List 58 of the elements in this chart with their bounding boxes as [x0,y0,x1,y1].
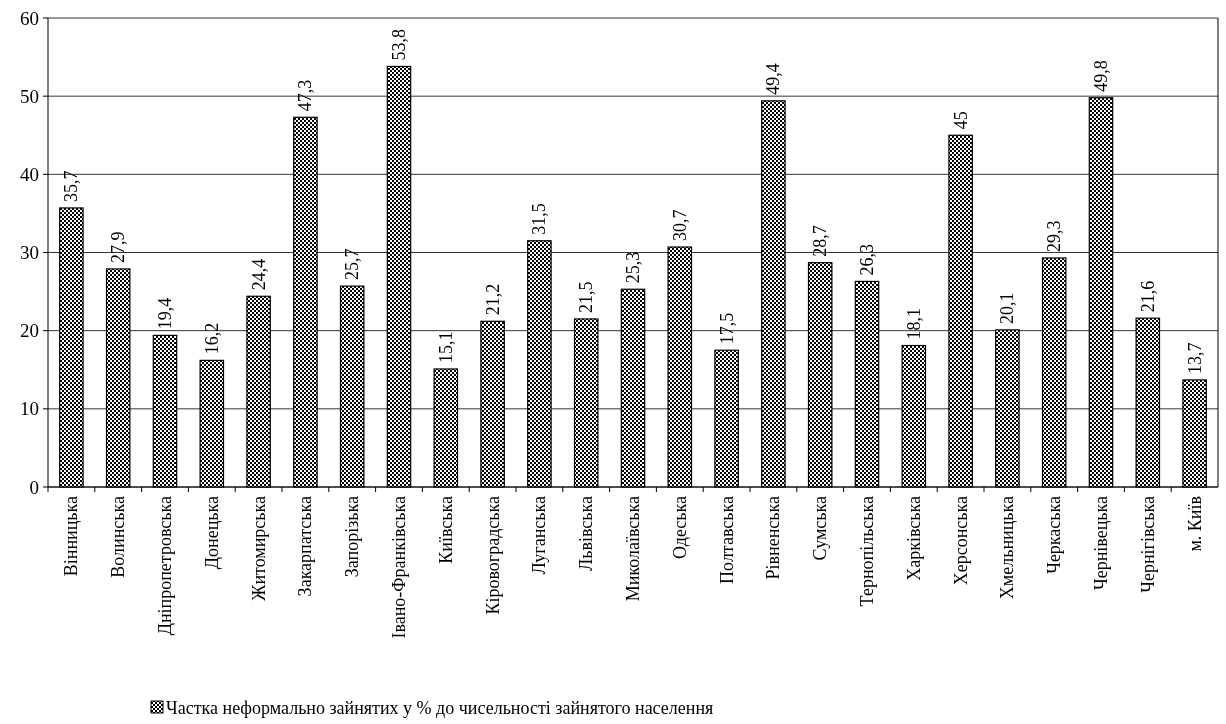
x-tick-label: Дніпропетровська [155,496,175,636]
data-label: 20,1 [997,292,1018,324]
y-tick-label: 40 [20,163,39,185]
x-tick-label: Полтавська [716,495,737,584]
x-tick-label: Луганська [529,496,550,575]
x-tick-label: Запорізька [342,495,363,578]
data-label: 49,8 [1091,60,1111,92]
x-tick-label: Чернігівська [1137,496,1158,593]
y-tick-label: 20 [20,320,39,342]
data-label: 17,5 [716,312,737,345]
data-label: 25,7 [342,248,363,281]
data-label: 47,3 [295,79,316,112]
data-label: 31,5 [529,203,550,235]
y-tick-label: 10 [20,398,39,420]
data-label: 21,2 [482,283,503,316]
x-tick-label: Тернопільська [857,495,877,607]
x-tick-label: Миколаївська [623,496,643,602]
x-tick-label: Харківська [903,496,924,581]
data-label: 45 [950,111,971,130]
x-tick-label: Одеська [669,496,690,560]
data-label: 24,4 [248,258,269,291]
data-label: 26,3 [857,243,877,276]
y-tick-label: 50 [20,85,39,107]
y-tick-label: 30 [20,242,39,264]
data-label: 27,9 [108,231,129,263]
data-label: 49,4 [763,63,784,95]
x-tick-label: Закарпатська [295,495,316,597]
data-label: 30,7 [669,209,690,242]
data-label: 21,6 [1137,280,1158,313]
y-tick-label: 60 [20,7,39,29]
x-tick-label: Волинська [108,496,129,578]
x-tick-label: Чернівецька [1091,496,1111,591]
data-label: 16,2 [201,322,222,355]
data-label: 53,8 [389,28,409,61]
x-tick-label: Донецька [201,496,222,570]
x-tick-label: Хмельницька [997,495,1018,600]
data-label: 19,4 [155,297,175,330]
legend-label: Частка неформально зайнятих у % до чисельності зайнятого населення [166,698,714,719]
data-label: 29,3 [1044,220,1065,252]
data-label: 35,7 [61,170,82,202]
y-tick-label: 0 [29,476,39,498]
data-label: 21,5 [576,281,597,313]
x-tick-label: Херсонська [950,496,971,586]
x-tick-label: Київська [435,496,456,564]
x-tick-label: Житомирська [248,495,269,601]
x-tick-label: Черкаська [1044,495,1065,574]
data-label: 15,1 [435,331,456,363]
x-tick-label: Івано-Франківська [389,495,409,639]
x-tick-label: Львівська [576,496,597,571]
data-label: 28,7 [810,225,831,257]
x-tick-label: Вінницька [61,496,82,577]
x-tick-label: Кіровоградська [482,495,503,615]
x-tick-label: Сумська [810,495,831,561]
x-tick-label: Рівненська [763,496,784,580]
data-label: 13,7 [1184,342,1205,374]
x-tick-label: м. Київ [1184,496,1205,552]
data-label: 18,1 [903,308,924,340]
data-label: 25,3 [623,251,643,284]
